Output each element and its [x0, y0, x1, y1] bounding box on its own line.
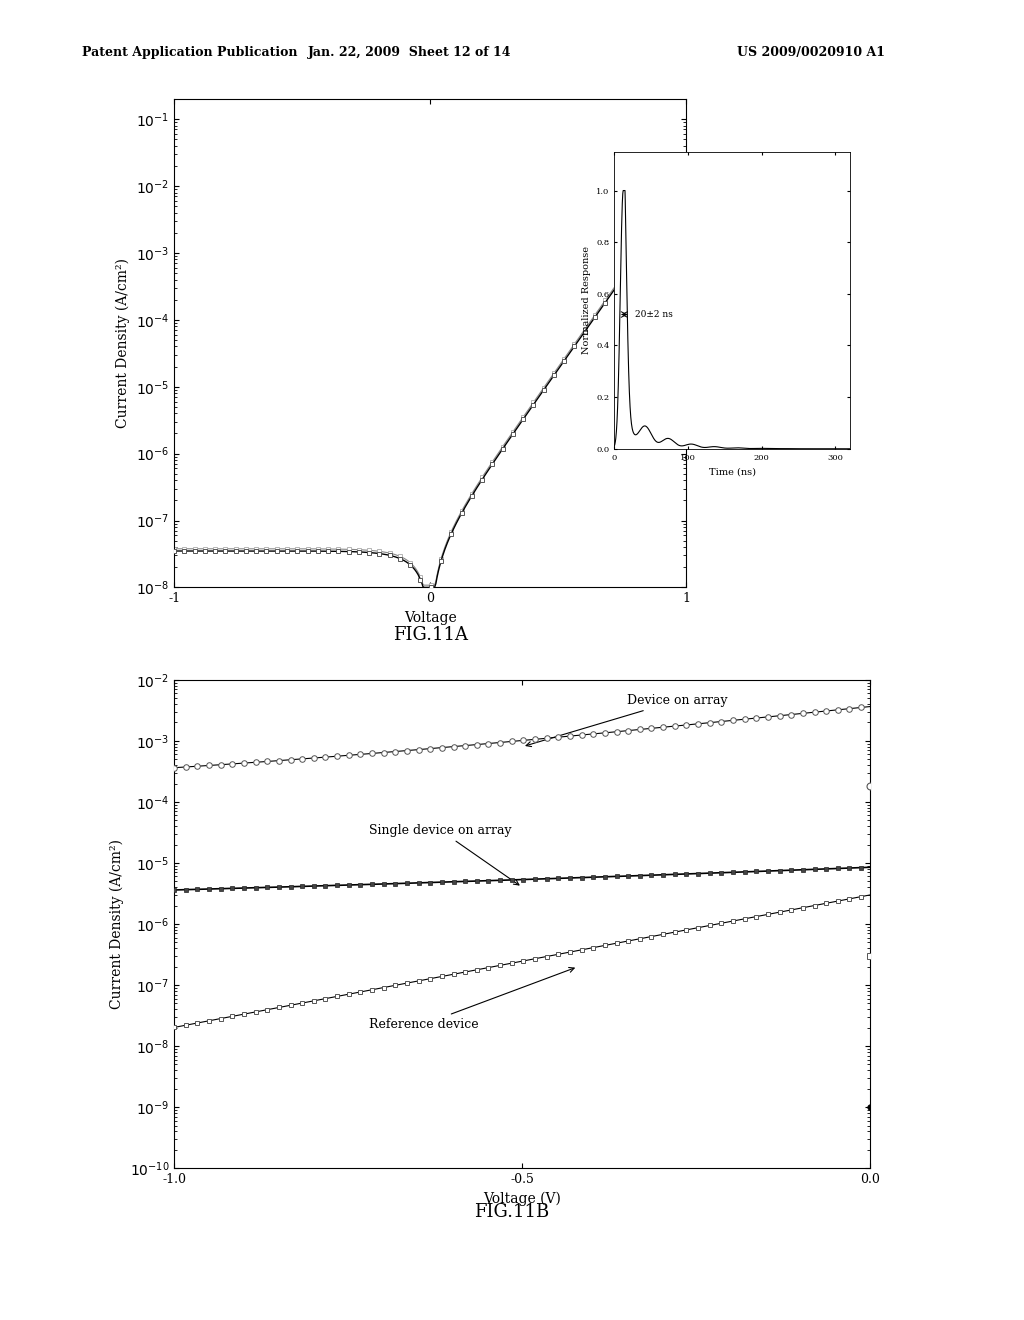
Y-axis label: Current Density (A/cm²): Current Density (A/cm²) — [116, 259, 130, 428]
Text: Patent Application Publication: Patent Application Publication — [82, 46, 297, 59]
X-axis label: Voltage: Voltage — [403, 611, 457, 624]
Text: US 2009/0020910 A1: US 2009/0020910 A1 — [737, 46, 886, 59]
X-axis label: Time (ns): Time (ns) — [709, 467, 756, 477]
Text: Reference device: Reference device — [369, 968, 574, 1031]
Text: FIG.11A: FIG.11A — [392, 626, 468, 644]
Text: FIG.11B: FIG.11B — [474, 1203, 550, 1221]
X-axis label: Voltage (V): Voltage (V) — [483, 1192, 561, 1206]
Text: Device on array: Device on array — [526, 694, 727, 747]
Y-axis label: Current Density (A/cm²): Current Density (A/cm²) — [110, 840, 124, 1008]
Y-axis label: Normalized Response: Normalized Response — [582, 247, 591, 354]
Text: 20±2 ns: 20±2 ns — [635, 310, 673, 319]
Text: Single device on array: Single device on array — [369, 824, 519, 884]
Text: Jan. 22, 2009  Sheet 12 of 14: Jan. 22, 2009 Sheet 12 of 14 — [308, 46, 511, 59]
